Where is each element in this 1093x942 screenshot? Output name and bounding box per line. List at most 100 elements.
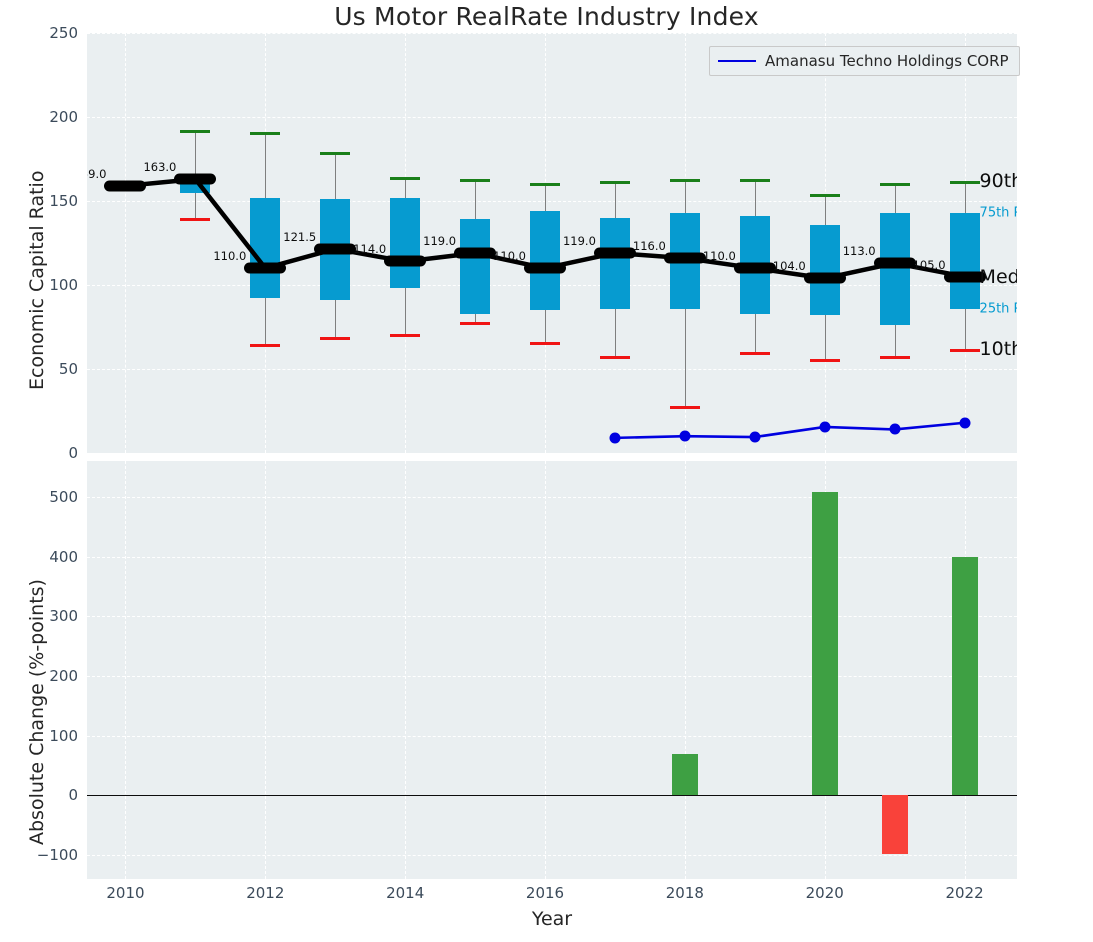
median-marker[interactable]: [873, 257, 916, 269]
p10-cap: [250, 343, 281, 347]
x-axis-tick-label: 2020: [805, 884, 844, 902]
percentile-annotation: 90th Percentile: [979, 169, 1017, 192]
y-axis-tick-label: 100: [49, 726, 78, 745]
gridline-horizontal: [87, 201, 1017, 202]
median-value-label: 110.0: [702, 249, 736, 264]
company-data-point[interactable]: [959, 417, 971, 429]
iqr-box[interactable]: [599, 217, 630, 309]
legend-line-swatch: [718, 60, 756, 62]
y-axis-tick-label: 300: [49, 607, 78, 626]
gridline-horizontal: [87, 675, 1017, 677]
median-marker[interactable]: [174, 173, 217, 185]
p10-cap: [460, 321, 491, 325]
gridline-vertical: [684, 461, 686, 879]
median-marker[interactable]: [454, 247, 497, 259]
median-value-label: 121.5: [283, 229, 317, 244]
median-marker[interactable]: [384, 255, 427, 267]
chart-legend[interactable]: Amanasu Techno Holdings CORP: [709, 46, 1020, 76]
median-value-label: 116.0: [632, 239, 666, 254]
y-axis-tick-label: 200: [49, 666, 78, 685]
company-data-point[interactable]: [679, 430, 691, 442]
p90-cap: [250, 132, 281, 136]
y-axis-tick-label: 0: [68, 444, 78, 462]
gridline-horizontal: [87, 556, 1017, 558]
median-marker[interactable]: [314, 243, 357, 255]
legend-label: Amanasu Techno Holdings CORP: [765, 52, 1009, 70]
median-marker[interactable]: [524, 262, 566, 274]
median-value-label: 105.0: [912, 257, 946, 272]
median-marker[interactable]: [104, 180, 147, 192]
p10-cap: [809, 358, 840, 362]
iqr-box[interactable]: [250, 197, 281, 299]
p90-cap: [530, 182, 560, 186]
change-bar-panel: [87, 461, 1017, 879]
p90-cap: [180, 130, 211, 134]
y-axis-tick-label: 0: [68, 786, 78, 805]
change-bar[interactable]: [881, 795, 908, 854]
bottom-panel-y-axis: −100 0 100 200 300 400 500: [0, 461, 78, 879]
y-axis-tick-label: 250: [49, 24, 78, 42]
boxplot-panel: 159.0 163.0 110.0 121.5 114.0 119.0 110.0 119.0…: [87, 33, 1017, 453]
p90-cap: [809, 194, 840, 198]
p10-cap: [739, 352, 770, 356]
p10-cap: [949, 348, 980, 352]
median-marker[interactable]: [803, 272, 846, 284]
iqr-box[interactable]: [530, 211, 560, 311]
gridline-horizontal: [87, 33, 1017, 34]
median-marker[interactable]: [663, 252, 706, 264]
y-axis-tick-label: 200: [49, 108, 78, 126]
median-value-label: 114.0: [353, 242, 387, 257]
iqr-box[interactable]: [460, 219, 491, 314]
iqr-box[interactable]: [390, 197, 421, 289]
gridline-horizontal: [87, 369, 1017, 370]
company-trend-line: [614, 421, 965, 440]
top-panel-y-axis-title: Economic Capital Ratio: [26, 170, 48, 390]
p90-cap: [599, 180, 630, 184]
percentile-annotation: 25th Percentile: [979, 301, 1017, 317]
median-value-label: 119.0: [562, 234, 596, 249]
x-axis-title: Year: [531, 908, 573, 930]
company-data-point[interactable]: [749, 431, 761, 443]
gridline-horizontal: [87, 616, 1017, 618]
p90-cap: [739, 179, 770, 183]
company-data-point[interactable]: [819, 421, 831, 433]
p10-cap: [180, 217, 211, 221]
p10-cap: [320, 337, 351, 341]
p90-cap: [320, 152, 351, 156]
iqr-box[interactable]: [809, 224, 840, 316]
gridline-vertical: [125, 33, 127, 453]
chart-title: Us Motor RealRate Industry Index: [334, 2, 759, 31]
median-marker[interactable]: [943, 271, 986, 283]
x-axis-tick-label: 2010: [106, 884, 145, 902]
top-panel-y-axis: 0 50 100 150 200 250: [0, 24, 78, 462]
bottom-panel-y-axis-title: Absolute Change (%-points): [26, 579, 48, 845]
iqr-box[interactable]: [879, 212, 910, 326]
company-data-point[interactable]: [609, 432, 621, 444]
y-axis-tick-label: 100: [49, 276, 78, 294]
change-bar[interactable]: [671, 753, 698, 796]
y-axis-tick-label: 400: [49, 547, 78, 566]
y-axis-tick-label: 150: [49, 192, 78, 210]
median-value-label: 110.0: [493, 249, 526, 264]
median-value-label: 163.0: [143, 160, 177, 175]
zero-baseline: [87, 795, 1017, 797]
change-bar[interactable]: [951, 556, 978, 796]
gridline-vertical: [125, 461, 127, 879]
gridline-horizontal: [87, 496, 1017, 498]
y-axis-tick-label: −100: [36, 846, 78, 865]
gridline-horizontal: [87, 855, 1017, 857]
x-axis-tick-label: 2018: [665, 884, 704, 902]
median-value-label: 113.0: [842, 244, 876, 259]
change-bar[interactable]: [811, 492, 838, 796]
company-data-point[interactable]: [889, 423, 901, 435]
median-marker[interactable]: [244, 262, 287, 274]
median-value-label: 104.0: [772, 259, 806, 274]
percentile-annotation: 10th Percentile: [979, 337, 1017, 360]
percentile-annotation: Median: [979, 265, 1017, 288]
x-axis-tick-label: 2014: [386, 884, 425, 902]
median-marker[interactable]: [593, 247, 636, 259]
median-marker[interactable]: [733, 262, 776, 274]
y-axis-tick-label: 500: [49, 487, 78, 506]
p10-cap: [390, 333, 421, 337]
iqr-box[interactable]: [949, 212, 980, 309]
